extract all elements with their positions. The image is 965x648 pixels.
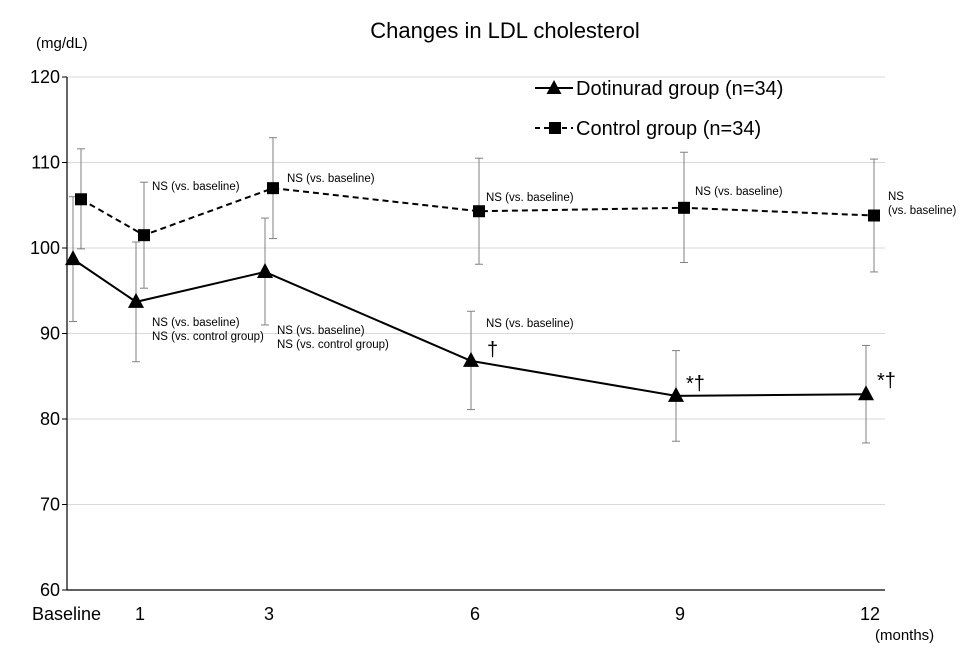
annotation-dotinurad: NS (vs. control group) [277, 339, 389, 351]
legend-triangle-icon [546, 80, 562, 94]
y-tick-label: 80 [40, 409, 60, 429]
legend-item-dotinurad: Dotinurad group (n=34) [535, 78, 783, 100]
y-tick-label: 110 [31, 153, 60, 173]
y-tick-label: 60 [40, 580, 60, 600]
data-point-control [267, 182, 279, 195]
x-tick-label: 1 [135, 604, 145, 624]
x-tick-label: 3 [264, 604, 274, 624]
annotation-control: NS (vs. baseline) [486, 192, 574, 204]
data-point-dotinurad [858, 385, 874, 401]
y-tick-labels: 60 70 80 90 100 110 120 [30, 67, 60, 600]
significance-mark: *† [877, 370, 896, 392]
annotation-dotinurad: NS (vs. baseline) [152, 317, 240, 329]
data-point-control [138, 229, 150, 242]
data-point-dotinurad [463, 351, 479, 367]
x-axis-unit: (months) [875, 627, 934, 644]
annotation-control: (vs. baseline) [888, 205, 957, 217]
axes [62, 76, 885, 591]
annotation-control: NS (vs. baseline) [152, 181, 240, 193]
x-tick-labels: Baseline 1 3 6 9 12 [32, 604, 880, 624]
data-point-control [678, 201, 690, 214]
data-point-control [75, 193, 87, 206]
x-tick-label: 9 [675, 604, 685, 624]
series-markers [65, 182, 880, 402]
annotation-control: NS (vs. baseline) [287, 173, 375, 185]
legend-square-icon [549, 122, 561, 134]
annotation-control: NS (vs. baseline) [695, 186, 783, 198]
data-point-control [868, 209, 880, 222]
data-point-dotinurad [668, 386, 684, 402]
significance-mark: † [487, 339, 498, 361]
annotation-control: NS [888, 191, 904, 203]
series-line-dotinurad [72, 258, 867, 397]
y-tick-label: 90 [40, 324, 60, 344]
chart-title: Changes in LDL cholesterol [370, 18, 639, 43]
gridlines [67, 76, 885, 505]
y-tick-label: 120 [30, 67, 60, 87]
data-point-dotinurad [65, 250, 81, 266]
x-tick-label: Baseline [32, 604, 101, 624]
x-tick-label: 12 [860, 604, 880, 624]
legend-item-control: Control group (n=34) [535, 118, 761, 140]
x-tick-label: 6 [470, 604, 480, 624]
annotation-dotinurad: NS (vs. baseline) [486, 318, 574, 330]
annotations: NS (vs. baseline) NS (vs. baseline) NS (vs… [152, 173, 957, 395]
legend-label-dotinurad: Dotinurad group (n=34) [576, 78, 783, 100]
series-line-control [80, 187, 875, 237]
legend: Dotinurad group (n=34) Control group (n=… [535, 78, 783, 140]
series-lines [72, 187, 875, 397]
data-point-dotinurad [128, 292, 144, 308]
legend-label-control: Control group (n=34) [576, 118, 761, 140]
data-point-dotinurad [257, 262, 273, 278]
significance-mark: *† [686, 373, 705, 395]
y-tick-label: 70 [40, 495, 60, 515]
annotation-dotinurad: NS (vs. baseline) [277, 325, 365, 337]
y-axis-unit: (mg/dL) [36, 35, 88, 52]
annotation-dotinurad: NS (vs. control group) [152, 331, 264, 343]
y-tick-label: 100 [30, 238, 60, 258]
data-point-control [473, 205, 485, 218]
